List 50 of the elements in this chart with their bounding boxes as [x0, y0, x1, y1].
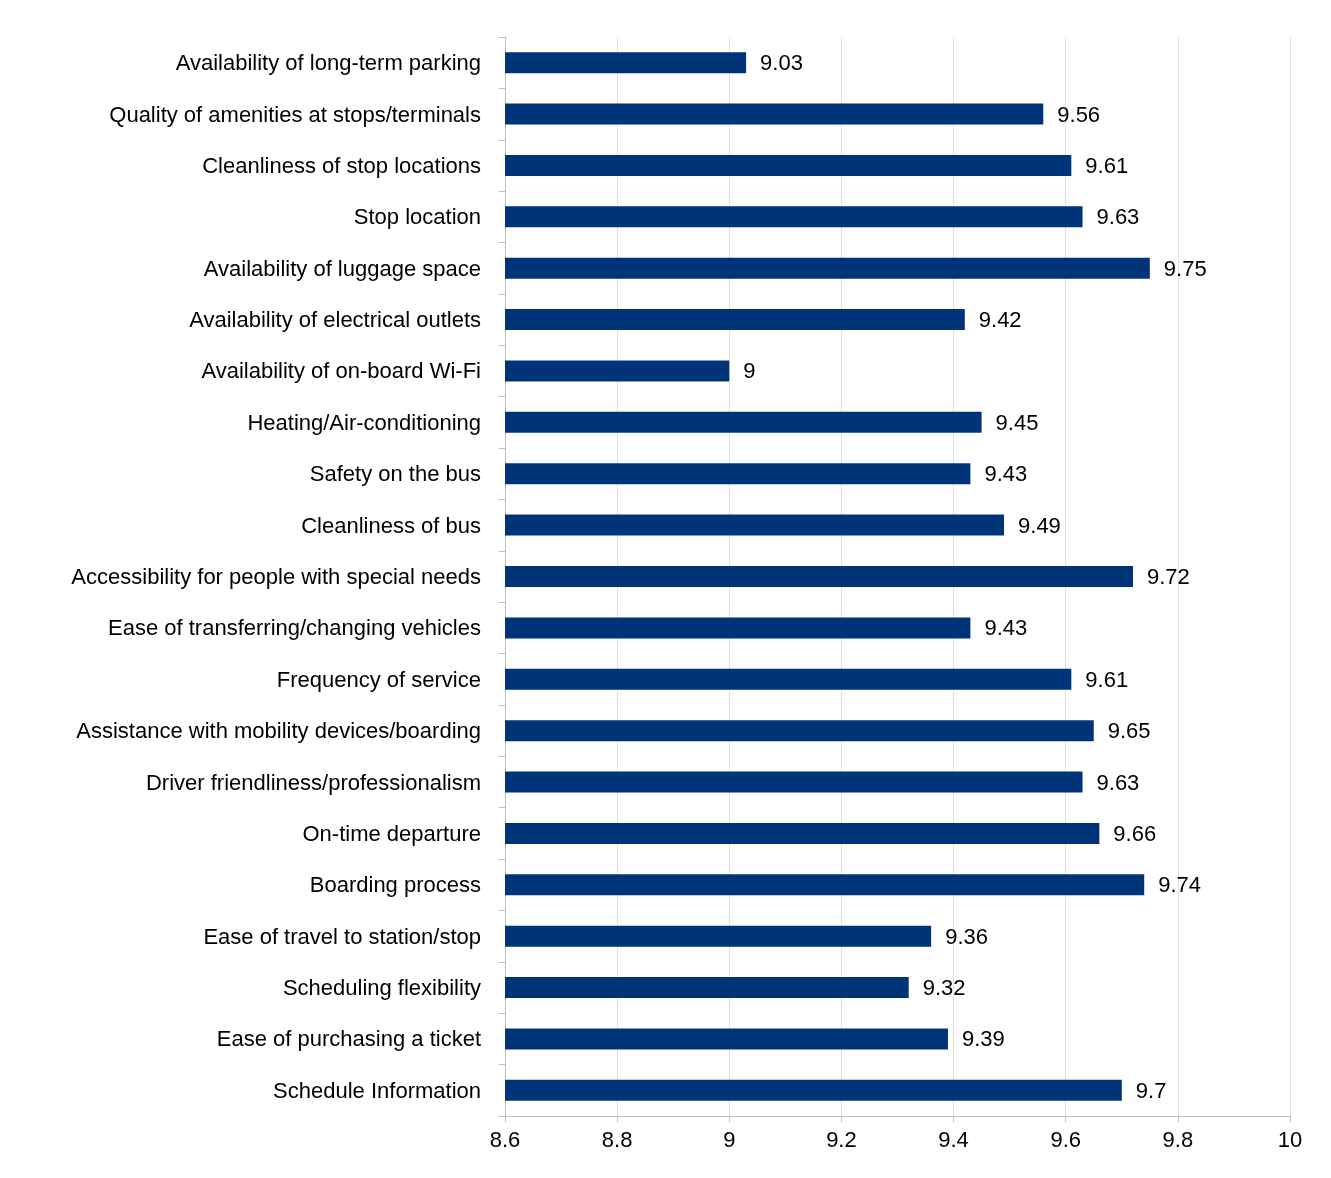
data-label: 9.75: [1163, 255, 1207, 281]
y-tick-label: Safety on the bus: [309, 461, 481, 487]
data-label: 9.65: [1107, 718, 1151, 744]
data-label: 9: [743, 358, 756, 384]
data-label: 9.61: [1085, 666, 1129, 692]
y-tick-label: Quality of amenities at stops/terminals: [109, 101, 481, 127]
y-tick-label: Availability of luggage space: [203, 255, 481, 281]
data-label: 9.03: [760, 50, 803, 76]
y-tick-label: Ease of transferring/changing vehicles: [108, 615, 481, 641]
data-label: 9.42: [978, 307, 1022, 333]
y-tick-label: Stop location: [353, 204, 481, 230]
y-tick-label: Cleanliness of bus: [301, 512, 481, 538]
y-tick-label: Ease of travel to station/stop: [203, 923, 481, 949]
x-tick-label: 8.6: [489, 1126, 521, 1152]
x-tick-label: 9: [723, 1126, 736, 1152]
data-label: 9.56: [1057, 101, 1101, 127]
data-label: 9.43: [984, 461, 1028, 487]
y-tick-label: Boarding process: [309, 872, 481, 898]
x-tick-label: 10: [1277, 1126, 1303, 1152]
data-label: 9.61: [1085, 152, 1129, 178]
y-tick-label: Schedule Information: [273, 1077, 481, 1103]
data-label: 9.36: [945, 923, 988, 949]
x-tick-label: 9.4: [938, 1126, 969, 1152]
data-label: 9.7: [1135, 1077, 1167, 1103]
y-tick-label: Scheduling flexibility: [282, 975, 481, 1001]
data-label: 9.72: [1147, 564, 1190, 589]
data-label: 9.74: [1158, 872, 1202, 898]
data-label: 9.39: [961, 1026, 1005, 1052]
y-tick-label: Accessibility for people with special needs: [71, 564, 481, 589]
x-tick-label: 9.8: [1162, 1126, 1194, 1152]
data-label: 9.45: [995, 409, 1039, 435]
y-tick-label: Frequency of service: [276, 666, 481, 692]
data-label: 9.49: [1018, 512, 1061, 538]
data-label: 9.32: [922, 975, 966, 1001]
y-tick-label: Heating/Air-conditioning: [247, 409, 481, 435]
y-tick-label: Cleanliness of stop locations: [202, 152, 481, 178]
y-tick-label: Availability of on-board Wi-Fi: [201, 358, 481, 384]
data-label: 9.63: [1096, 769, 1140, 795]
y-tick-label: Assistance with mobility devices/boarding: [76, 718, 481, 744]
data-label: 9.43: [984, 615, 1028, 641]
y-tick-label: Availability of electrical outlets: [189, 307, 481, 333]
x-tick-label: 9.2: [826, 1126, 857, 1152]
y-tick-label: Availability of long-term parking: [175, 50, 481, 76]
x-tick-label: 9.6: [1050, 1126, 1082, 1152]
y-tick-label: Driver friendliness/professionalism: [145, 769, 481, 795]
y-tick-label: On-time departure: [302, 820, 481, 846]
data-label: 9.66: [1113, 820, 1157, 846]
data-label: 9.63: [1096, 204, 1140, 230]
x-tick-label: 8.8: [601, 1126, 633, 1152]
y-tick-label: Ease of purchasing a ticket: [216, 1026, 481, 1052]
